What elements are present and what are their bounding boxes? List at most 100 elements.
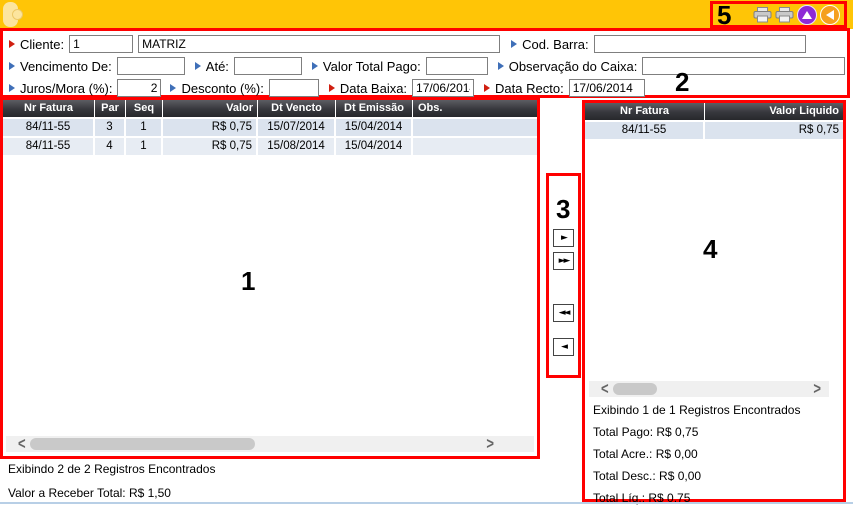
field-bullet-icon	[311, 62, 318, 70]
cod-barra-label: Cod. Barra:	[522, 36, 589, 52]
callout-number-5: 5	[717, 0, 732, 30]
menu-tab-knob-icon	[12, 9, 23, 20]
cell-seq: 1	[126, 119, 163, 136]
desconto-input[interactable]	[268, 79, 319, 97]
vencimento-de-label: Vencimento De:	[20, 58, 112, 74]
toolbar-icon-group	[753, 4, 840, 25]
table-row[interactable]: 84/11-55 R$ 0,75	[585, 122, 843, 139]
cell-valor: R$ 0,75	[163, 138, 258, 155]
col-header-nr-fatura: Nr Fatura	[585, 103, 705, 120]
total-pago: Total Pago: R$ 0,75	[593, 425, 699, 439]
cell-dt-vencto: 15/08/2014	[258, 138, 336, 155]
required-bullet-icon	[328, 84, 335, 92]
menu-tab-icon[interactable]	[3, 2, 18, 27]
cell-valor-liquido: R$ 0,75	[705, 122, 843, 139]
move-left-button[interactable]: ◄	[553, 338, 574, 356]
observacao-input[interactable]	[642, 57, 845, 75]
scroll-left-icon[interactable]: <	[601, 378, 609, 399]
callout-number-3: 3	[556, 194, 571, 224]
valor-total-pago-label: Valor Total Pago:	[322, 58, 421, 74]
cell-dt-emissao: 15/04/2014	[336, 119, 413, 136]
scroll-up-button[interactable]	[797, 4, 817, 25]
field-bullet-icon	[9, 62, 15, 70]
cliente-label: Cliente:	[20, 36, 65, 52]
form-row-2: Vencimento De: Até: Valor Total Pago: Ob…	[5, 56, 845, 76]
left-records-count: Exibindo 2 de 2 Registros Encontrados	[8, 462, 216, 476]
right-table-hscrollbar[interactable]: < >	[589, 378, 829, 399]
move-right-button[interactable]: ►	[553, 229, 574, 247]
col-header-valor: Valor	[163, 100, 258, 117]
juros-mora-input[interactable]	[117, 79, 162, 97]
cliente-name-input[interactable]	[138, 35, 501, 53]
cell-seq: 1	[126, 138, 163, 155]
table-row[interactable]: 84/11-55 3 1 R$ 0,75 15/07/2014 15/04/20…	[3, 119, 537, 136]
valor-total-pago-input[interactable]	[425, 57, 488, 75]
cell-dt-emissao: 15/04/2014	[336, 138, 413, 155]
col-header-seq: Seq	[126, 100, 163, 117]
total-liquido: Total Líq.: R$ 0,75	[593, 491, 691, 505]
cell-par: 3	[95, 119, 126, 136]
scrollbar-thumb[interactable]	[30, 438, 255, 450]
scroll-left-icon[interactable]: <	[18, 433, 26, 454]
data-recto-label: Data Recto:	[495, 80, 564, 96]
scrollbar-thumb[interactable]	[613, 383, 657, 395]
cell-nr-fatura: 84/11-55	[585, 122, 705, 139]
total-desconto: Total Desc.: R$ 0,00	[593, 469, 702, 483]
desconto-label: Desconto (%):	[181, 80, 264, 96]
cell-valor: R$ 0,75	[163, 119, 258, 136]
col-header-valor-liquido: Valor Liquido	[769, 105, 839, 117]
scroll-right-icon[interactable]: >	[813, 378, 821, 399]
col-header-dt-vencto: Dt Vencto	[258, 100, 336, 117]
receivable-total: Valor a Receber Total: R$ 1,50	[8, 486, 171, 500]
cell-obs	[413, 119, 537, 136]
scroll-right-icon[interactable]: >	[486, 433, 494, 454]
field-bullet-icon	[9, 84, 15, 92]
observacao-label: Observação do Caixa:	[508, 58, 638, 74]
col-header-nr-fatura: Nr Fatura	[3, 100, 95, 117]
callout-number-4: 4	[703, 234, 718, 264]
move-all-left-button[interactable]: ◄◄	[553, 304, 574, 322]
cell-nr-fatura: 84/11-55	[3, 138, 95, 155]
window-bottom-border	[0, 502, 853, 504]
left-table-hscrollbar[interactable]: < >	[6, 433, 534, 454]
arrow-up-icon	[802, 10, 812, 19]
col-header-dt-emissao: Dt Emissão	[336, 100, 413, 117]
col-header-par: Par	[95, 100, 126, 117]
ate-input[interactable]	[233, 57, 302, 75]
move-all-right-button[interactable]: ►►	[553, 252, 574, 270]
cod-barra-input[interactable]	[593, 35, 806, 53]
col-header-obs: Obs.	[418, 102, 443, 114]
field-bullet-icon	[170, 84, 177, 92]
cliente-code-input[interactable]	[69, 35, 134, 53]
callout-box-filter-form: Cliente: Cod. Barra: Vencimento De: Até:…	[0, 28, 850, 98]
data-baixa-input[interactable]	[412, 79, 475, 97]
required-bullet-icon	[484, 84, 491, 92]
form-row-1: Cliente: Cod. Barra:	[5, 34, 845, 54]
vencimento-de-input[interactable]	[116, 57, 185, 75]
cell-obs	[413, 138, 537, 155]
field-bullet-icon	[497, 62, 504, 70]
open-invoices-header-row: Nr Fatura Par Seq Valor Dt Vencto Dt Emi…	[3, 100, 537, 117]
callout-box-selected-invoices: Nr Fatura Valor Liquido 84/11-55 R$ 0,75…	[582, 100, 846, 505]
cell-par: 4	[95, 138, 126, 155]
back-button[interactable]	[820, 4, 840, 25]
table-row[interactable]: 84/11-55 4 1 R$ 0,75 15/08/2014 15/04/20…	[3, 138, 537, 155]
print-secondary-icon[interactable]	[775, 6, 794, 23]
callout-box-transfer-buttons: 3 ► ►► ◄◄ ◄	[546, 173, 581, 378]
juros-mora-label: Juros/Mora (%):	[20, 80, 113, 96]
total-acrescimo: Total Acre.: R$ 0,00	[593, 447, 698, 461]
arrow-left-icon	[826, 9, 834, 20]
required-bullet-icon	[9, 40, 15, 48]
ate-label: Até:	[205, 58, 229, 74]
callout-box-toolbar: 5	[710, 1, 847, 28]
cell-dt-vencto: 15/07/2014	[258, 119, 336, 136]
form-row-3: Juros/Mora (%): Desconto (%): Data Baixa…	[5, 78, 845, 98]
callout-number-2: 2	[675, 67, 690, 97]
selected-invoices-header-row: Nr Fatura Valor Liquido	[585, 103, 843, 120]
cell-nr-fatura: 84/11-55	[3, 119, 95, 136]
data-recto-input[interactable]	[568, 79, 645, 97]
print-icon[interactable]	[753, 6, 772, 23]
right-records-count: Exibindo 1 de 1 Registros Encontrados	[593, 403, 801, 417]
field-bullet-icon	[511, 40, 518, 48]
